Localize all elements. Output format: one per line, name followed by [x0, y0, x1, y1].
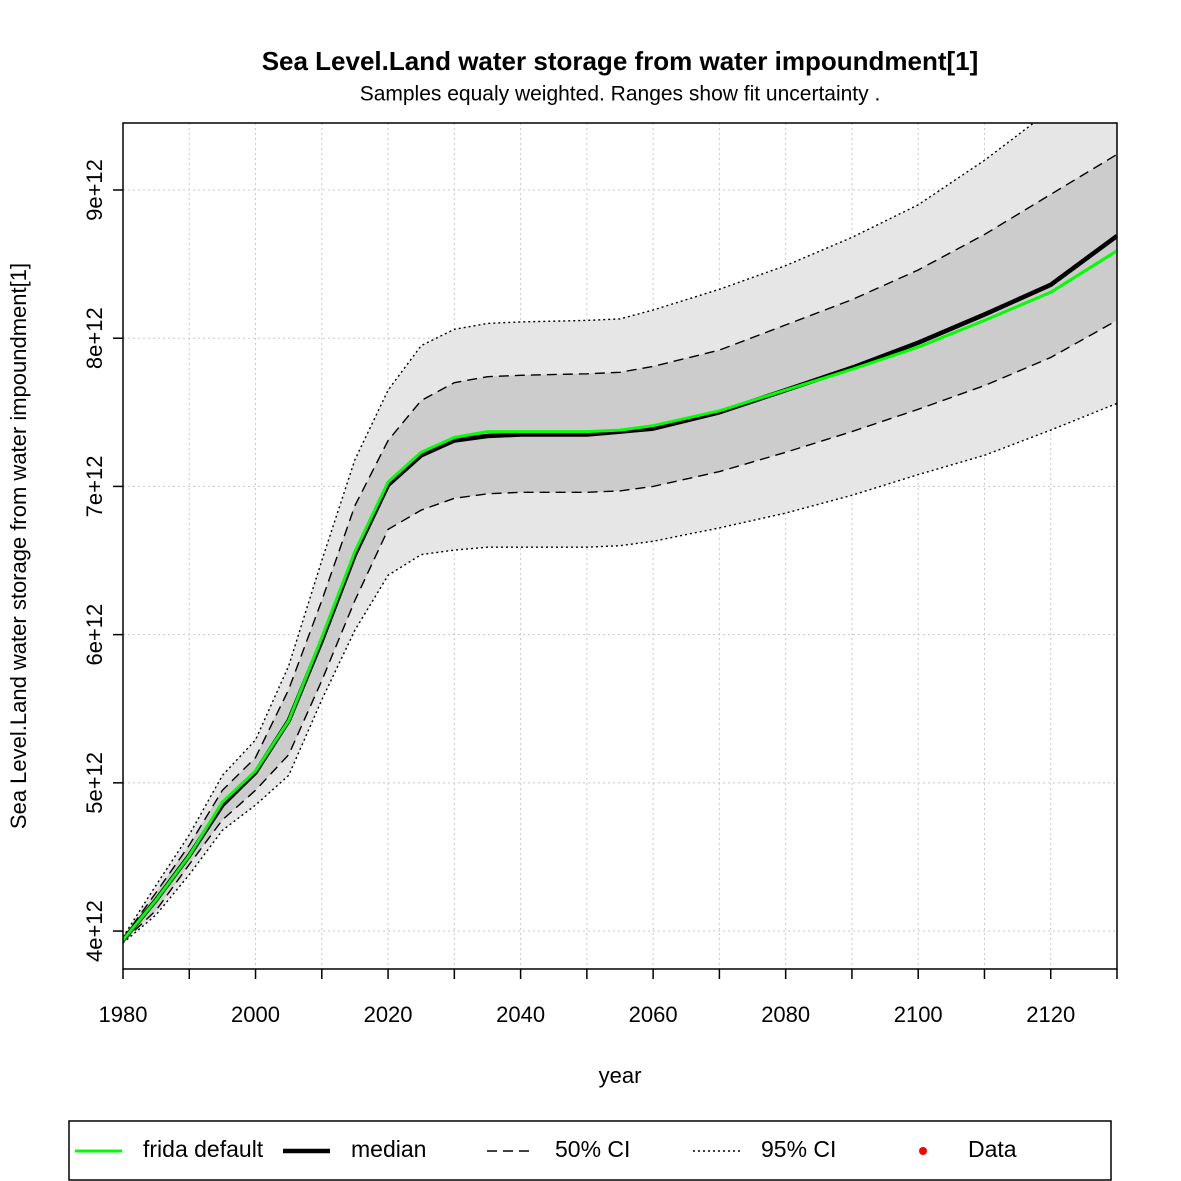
legend-label: median — [351, 1136, 426, 1162]
y-tick-label: 9e+12 — [82, 159, 107, 221]
x-tick-label: 1980 — [99, 1002, 148, 1027]
x-tick-label: 2040 — [496, 1002, 545, 1027]
plot-frame — [122, 122, 1118, 970]
x-tick-label: 2120 — [1026, 1002, 1075, 1027]
ci-band — [123, 123, 1117, 943]
y-tick-label: 5e+12 — [82, 752, 107, 814]
x-tick-label: 2060 — [629, 1002, 678, 1027]
legend-label: Data — [968, 1136, 1017, 1162]
x-tick-label: 2080 — [761, 1002, 810, 1027]
x-tick-label: 2000 — [231, 1002, 280, 1027]
legend-box — [68, 1120, 1112, 1181]
x-tick-label: 2100 — [894, 1002, 943, 1027]
ci-band — [123, 154, 1117, 942]
y-tick-label: 6e+12 — [82, 604, 107, 666]
ci-bound — [123, 402, 1117, 944]
legend-swatch — [919, 1147, 927, 1155]
x-tick-label: 2020 — [364, 1002, 413, 1027]
legend-label: 95% CI — [761, 1136, 836, 1162]
chart-title: Sea Level.Land water storage from water … — [262, 46, 979, 76]
plot-area — [123, 123, 1117, 944]
legend-label: 50% CI — [555, 1136, 630, 1162]
series-line — [123, 249, 1117, 941]
ci-bound — [123, 153, 1117, 939]
y-tick-label: 4e+12 — [82, 900, 107, 962]
legend-label: frida default — [143, 1136, 264, 1162]
chart-subtitle: Samples equaly weighted. Ranges show fit… — [360, 83, 881, 106]
y-axis-label: Sea Level.Land water storage from water … — [6, 263, 31, 829]
y-tick-label: 8e+12 — [82, 307, 107, 369]
axes: 1980 2000 2020 2040 2060 2080 2100 2120 4e+12 5e+… — [82, 159, 1118, 1027]
y-tick-label: 7e+12 — [82, 456, 107, 518]
ci-bound — [123, 319, 1117, 942]
legend: frida default median 50% CI 95% CI Data — [75, 1136, 1017, 1162]
x-axis-label: year — [599, 1063, 642, 1088]
